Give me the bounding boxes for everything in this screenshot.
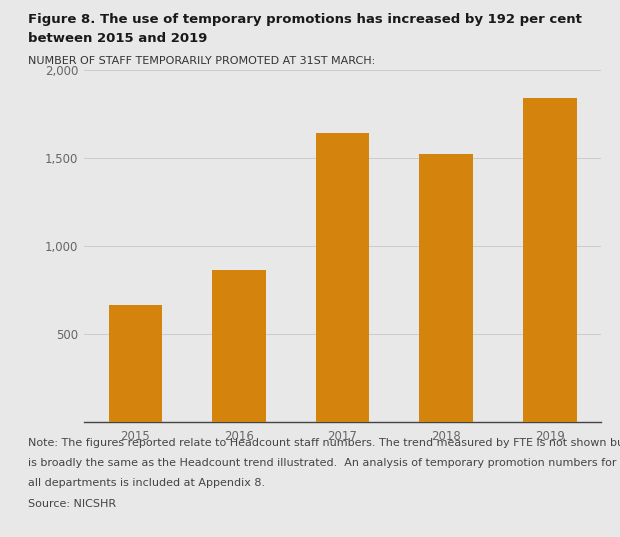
Bar bbox=[419, 154, 473, 422]
Text: Note: The figures reported relate to Headcount staff numbers. The trend measured: Note: The figures reported relate to Hea… bbox=[28, 438, 620, 448]
Text: between 2015 and 2019: between 2015 and 2019 bbox=[28, 32, 207, 45]
Text: Source: NICSHR: Source: NICSHR bbox=[28, 499, 116, 509]
Text: NUMBER OF STAFF TEMPORARILY PROMOTED AT 31ST MARCH:: NUMBER OF STAFF TEMPORARILY PROMOTED AT … bbox=[28, 56, 375, 67]
Bar bbox=[212, 270, 266, 422]
Text: Figure 8. The use of temporary promotions has increased by 192 per cent: Figure 8. The use of temporary promotion… bbox=[28, 13, 582, 26]
Text: all departments is included at Appendix 8.: all departments is included at Appendix … bbox=[28, 478, 265, 489]
Bar bbox=[316, 133, 370, 422]
Bar bbox=[523, 98, 577, 422]
Bar bbox=[108, 306, 162, 422]
Text: is broadly the same as the Headcount trend illustrated.  An analysis of temporar: is broadly the same as the Headcount tre… bbox=[28, 458, 616, 468]
